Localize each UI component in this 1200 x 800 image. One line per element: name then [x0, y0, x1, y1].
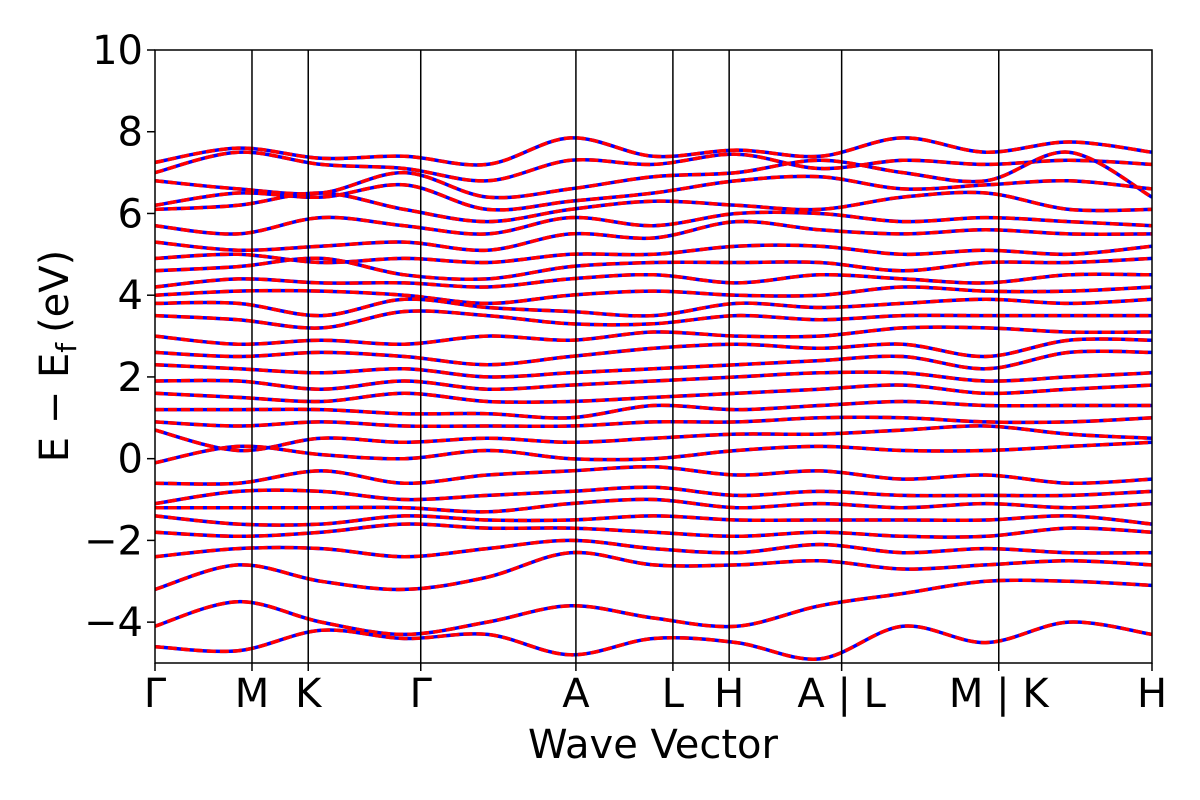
x-axis-label: Wave Vector — [528, 722, 779, 768]
plot-frame — [154, 49, 1153, 664]
y-tick-label: 6 — [118, 191, 143, 237]
y-tick-label: 8 — [118, 110, 143, 156]
band-line-dashed — [155, 620, 1152, 661]
x-tick-label: Γ — [410, 671, 433, 717]
y-tick-label: 0 — [118, 437, 143, 483]
band-line-dashed — [155, 370, 1152, 392]
band-line-dashed — [155, 550, 1152, 592]
band-line-dashed — [155, 399, 1152, 420]
band-line-dashed — [155, 538, 1152, 559]
x-tick-label: M | K — [949, 671, 1050, 717]
band-line-dashed — [155, 485, 1152, 506]
band-line-dashed — [155, 210, 1152, 236]
y-axis-label: E − Ef (eV) — [32, 250, 83, 463]
band-line-dashed — [155, 464, 1152, 486]
x-tick-label: L — [662, 671, 685, 717]
band-line-dashed — [155, 190, 1152, 224]
x-tick-label: M — [235, 671, 270, 717]
band-line-dashed — [155, 337, 1152, 367]
x-tick-label: K — [295, 671, 323, 717]
y-tick-label: 2 — [118, 355, 143, 401]
y-axis-label-main: E − E — [32, 353, 78, 463]
x-tick-label: H — [714, 671, 744, 717]
y-tick-label: 4 — [118, 273, 143, 319]
band-line-dashed — [155, 150, 1152, 183]
high-symmetry-lines — [251, 50, 1000, 663]
band-line-dashed — [155, 243, 1152, 265]
band-line-dashed — [155, 522, 1152, 539]
band-line-dashed — [155, 309, 1152, 330]
band-line-dashed — [155, 219, 1152, 253]
band-line-dashed — [155, 256, 1152, 282]
band-line-dashed — [155, 150, 1152, 200]
band-line-dashed — [155, 136, 1152, 167]
band-line-dashed — [155, 272, 1152, 289]
band-line-dashed — [155, 514, 1152, 527]
band-line-dashed — [155, 415, 1152, 429]
y-axis-label-unit: (eV) — [32, 250, 78, 333]
bands-layer — [155, 136, 1152, 661]
x-tick-label: A | L — [797, 671, 886, 717]
x-tick-label: H — [1137, 671, 1167, 717]
band-line-dashed — [155, 383, 1152, 404]
band-line-dashed — [155, 578, 1152, 637]
band-line-dashed — [155, 285, 1152, 306]
y-tick-label: 10 — [92, 28, 143, 74]
band-line-solid — [155, 550, 1152, 592]
band-line-dashed — [155, 349, 1152, 379]
y-tick-label: −2 — [84, 518, 143, 564]
x-tick-label: A — [562, 671, 590, 717]
y-tick-label: −4 — [84, 600, 143, 646]
band-line-dashed — [155, 440, 1152, 465]
y-axis-label-sub: f — [50, 342, 83, 353]
band-line-dashed — [155, 297, 1152, 318]
band-line-dashed — [155, 325, 1152, 347]
band-line-dashed — [155, 424, 1152, 453]
band-line-dashed — [155, 497, 1152, 514]
x-tick-label: Γ — [144, 671, 167, 717]
y-axis-ticks: −4 −2 0 2 4 6 8 10 — [84, 28, 155, 646]
band-line-dashed — [155, 174, 1152, 212]
band-line-solid — [155, 578, 1152, 637]
